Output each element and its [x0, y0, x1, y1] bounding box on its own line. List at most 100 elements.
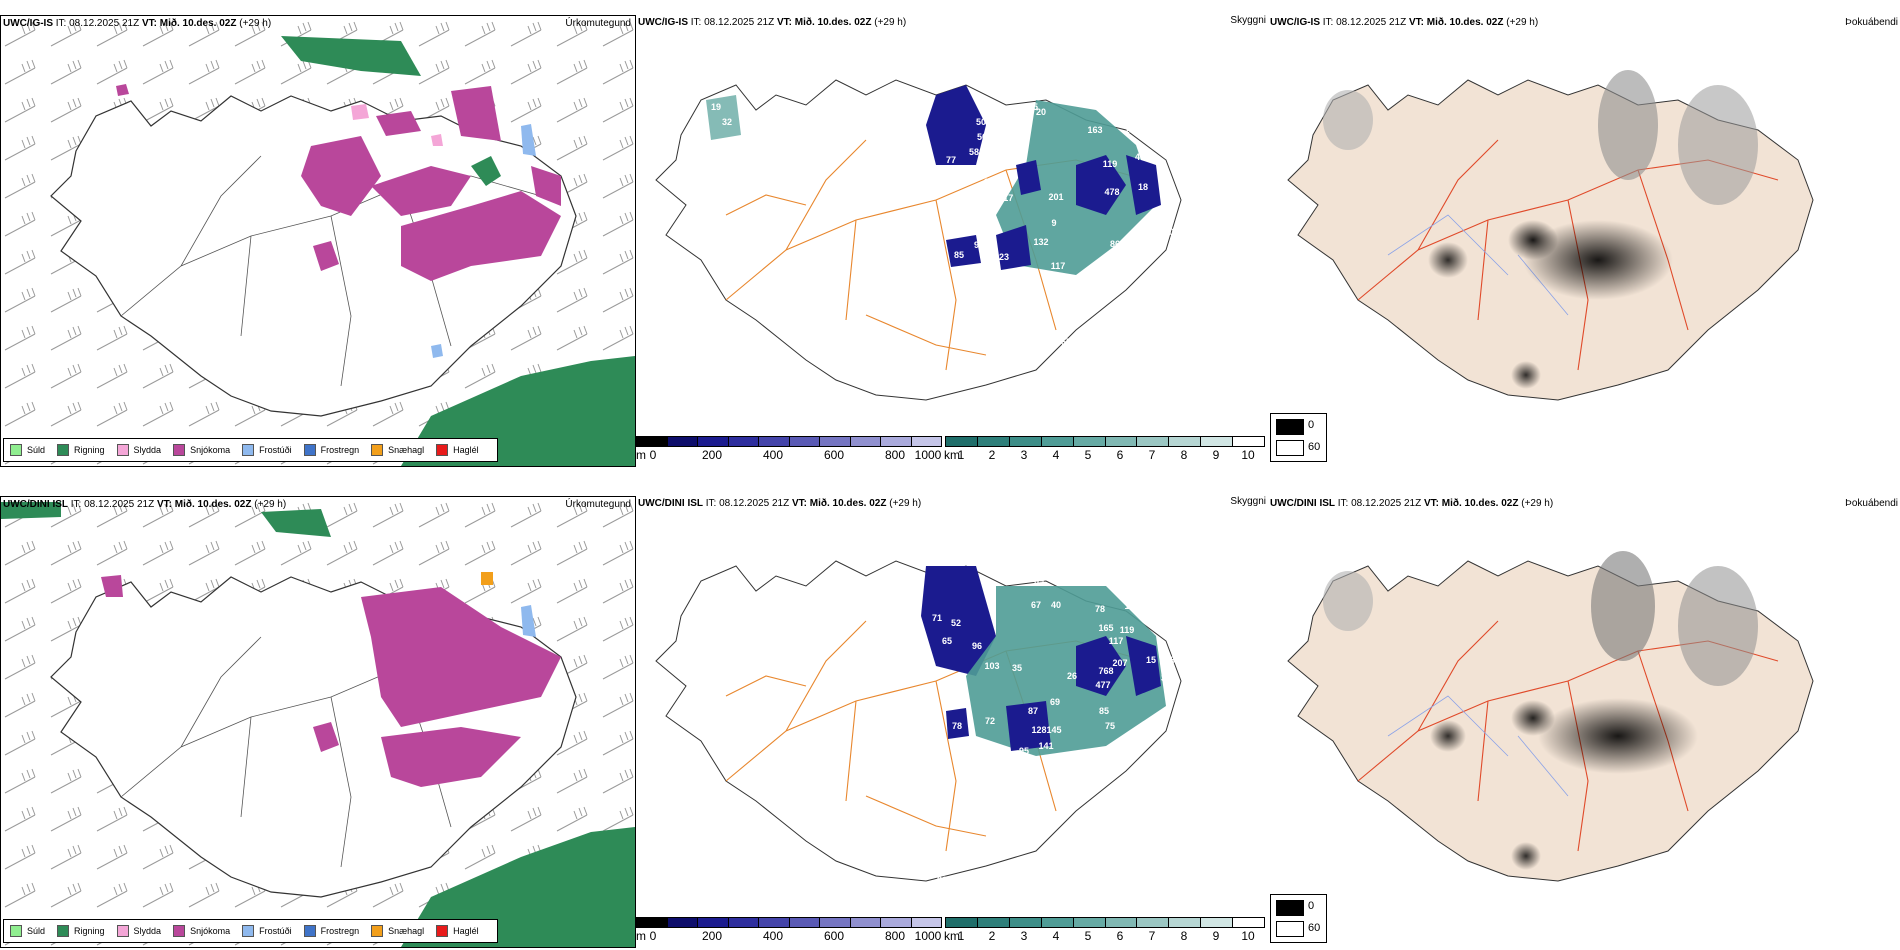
vis-label: 132 [1033, 237, 1048, 247]
visibility-colorbar-row2: 1 2 3 4 5 6 7 8 9 10 [945, 917, 1265, 946]
vis-label: 58 [969, 147, 979, 157]
vis-label: 86 [937, 875, 947, 885]
vis-label: 207 [1112, 658, 1127, 668]
vis-tick: 7 [1148, 448, 1156, 462]
cloud-map-row2 [1287, 551, 1814, 882]
ceiling-tick: 400 [762, 929, 784, 943]
vis-label: 18 [901, 720, 911, 730]
ceiling-tick: 800 [884, 448, 906, 462]
vis-label: 67 [1031, 600, 1041, 610]
cloud-legend-row1: 0 60 [1270, 413, 1327, 462]
vis-label: 93 [1023, 267, 1033, 277]
cloud-map-row1 [1287, 70, 1814, 401]
vis-tick: 7 [1148, 929, 1156, 943]
precip-header-row1: UWC/IG-IS IT: 08.12.2025 21Z VT: Mið. 10… [3, 18, 272, 29]
visibility-title-row1: Skyggni [1230, 15, 1266, 26]
ceiling-tick: 600 [823, 448, 845, 462]
legend-item-haglel: Haglél [436, 444, 479, 456]
visibility-panel-row2: 71 52 65 96 103 69 67 40 247 78 106 165 … [636, 496, 1266, 946]
visibility-map-row2: 71 52 65 96 103 69 67 40 247 78 106 165 … [655, 560, 1182, 885]
vis-tick: 6 [1116, 929, 1124, 943]
vis-label: 87 [1028, 706, 1038, 716]
vis-tick: 5 [1084, 448, 1092, 462]
vis-label: 33 [1067, 300, 1077, 310]
ceiling-tick: 200 [701, 448, 723, 462]
vis-label: 34 [1161, 673, 1171, 683]
vis-label: 96 [972, 641, 982, 651]
legend-item-snjokoma: Snjókoma [173, 925, 230, 937]
ceiling-tick: 800 [884, 929, 906, 943]
vis-tick: 3 [1020, 929, 1028, 943]
vis-tick: 9 [1212, 929, 1220, 943]
vis-label: 68 [943, 379, 953, 389]
vis-label: 52 [951, 618, 961, 628]
visibility-title-row2: Skyggni [1230, 496, 1266, 507]
legend-item-frostregn: Frostregn [303, 925, 359, 937]
vis-label: 72 [985, 716, 995, 726]
vis-label: 247 [1082, 568, 1097, 578]
legend-item-snaehagl: Snæhagl [371, 444, 424, 456]
cloud-title-row1: Þokuábendi [1845, 17, 1898, 28]
legend-item-frostregn: Frostregn [303, 444, 359, 456]
ceiling-tick: 0 [649, 929, 657, 943]
cloud-panel-row2: UWC/DINI ISL IT: 08.12.2025 21Z VT: Mið.… [1268, 496, 1900, 891]
vis-label: 37 [1107, 281, 1117, 291]
ceiling-unit-row1: m [636, 448, 646, 462]
vis-label: 86 [1110, 239, 1120, 249]
vis-label: 65 [1061, 337, 1071, 347]
visibility-header-row2: UWC/DINI ISL IT: 08.12.2025 21Z VT: Mið.… [638, 498, 922, 509]
visibility-unit-row2: km [944, 929, 960, 943]
ceiling-tick: 600 [823, 929, 845, 943]
vis-tick: 10 [1241, 448, 1255, 462]
cloud-panel-row1: UWC/IG-IS IT: 08.12.2025 21Z VT: Mið. 10… [1268, 15, 1900, 410]
legend-item-slydda: Slydda [116, 444, 161, 456]
legend-item-snjokoma: Snjókoma [173, 444, 230, 456]
vis-label: 23 [999, 252, 1009, 262]
vis-label: 113 [984, 177, 999, 187]
vis-label: 9 [1051, 218, 1056, 228]
vis-tick: 1 [957, 929, 965, 943]
legend-item-snaehagl: Snæhagl [371, 925, 424, 937]
vis-label: 477 [1095, 680, 1110, 690]
vis-label: 63 [1149, 726, 1159, 736]
vis-label: 128 [1031, 725, 1046, 735]
vis-tick: 6 [1116, 448, 1124, 462]
legend-item-rigning: Rigning [57, 925, 105, 937]
vis-label: 48 [1135, 152, 1145, 162]
ceiling-tick: 200 [701, 929, 723, 943]
cloud-header-row2: UWC/DINI ISL IT: 08.12.2025 21Z VT: Mið.… [1270, 498, 1554, 509]
vis-label: 163 [1087, 125, 1102, 135]
vis-label: 165 [1098, 623, 1113, 633]
vis-label: 85 [954, 250, 964, 260]
legend-item-sudl: Súld [10, 444, 45, 456]
cloud-title-row2: Þokuábendi [1845, 498, 1898, 509]
vis-label: 19 [711, 102, 721, 112]
visibility-colorbar-row1: 1 2 3 4 5 6 7 8 9 10 [945, 436, 1265, 465]
cloud-header-row1: UWC/IG-IS IT: 08.12.2025 21Z VT: Mið. 10… [1270, 17, 1539, 28]
ceiling-tick: 1000 [914, 448, 942, 462]
vis-label: 85 [1099, 706, 1109, 716]
vis-label: 75 [1105, 721, 1115, 731]
vis-label: 63 [949, 177, 959, 187]
vis-label: 30 [1164, 227, 1174, 237]
vis-label: 78 [1095, 604, 1105, 614]
ceiling-tick: 400 [762, 448, 784, 462]
vis-label: 78 [952, 721, 962, 731]
vis-label: 119 [1120, 625, 1135, 635]
vis-label: 35 [901, 247, 911, 257]
legend-item-haglel: Haglél [436, 925, 479, 937]
vis-tick: 4 [1052, 929, 1060, 943]
visibility-unit-row1: km [944, 448, 960, 462]
vis-tick: 4 [1052, 448, 1060, 462]
vis-label: 141 [1038, 741, 1053, 751]
vis-label: 26 [1067, 671, 1077, 681]
legend-item-rigning: Rigning [57, 444, 105, 456]
vis-label: 56 [977, 132, 987, 142]
vis-label: 103 [984, 661, 999, 671]
vis-tick: 8 [1180, 929, 1188, 943]
vis-label: 20 [1036, 107, 1046, 117]
vis-label: 149 [1124, 125, 1139, 135]
vis-tick: 1 [957, 448, 965, 462]
vis-label: 80 [1145, 249, 1155, 259]
vis-label: 71 [932, 613, 942, 623]
